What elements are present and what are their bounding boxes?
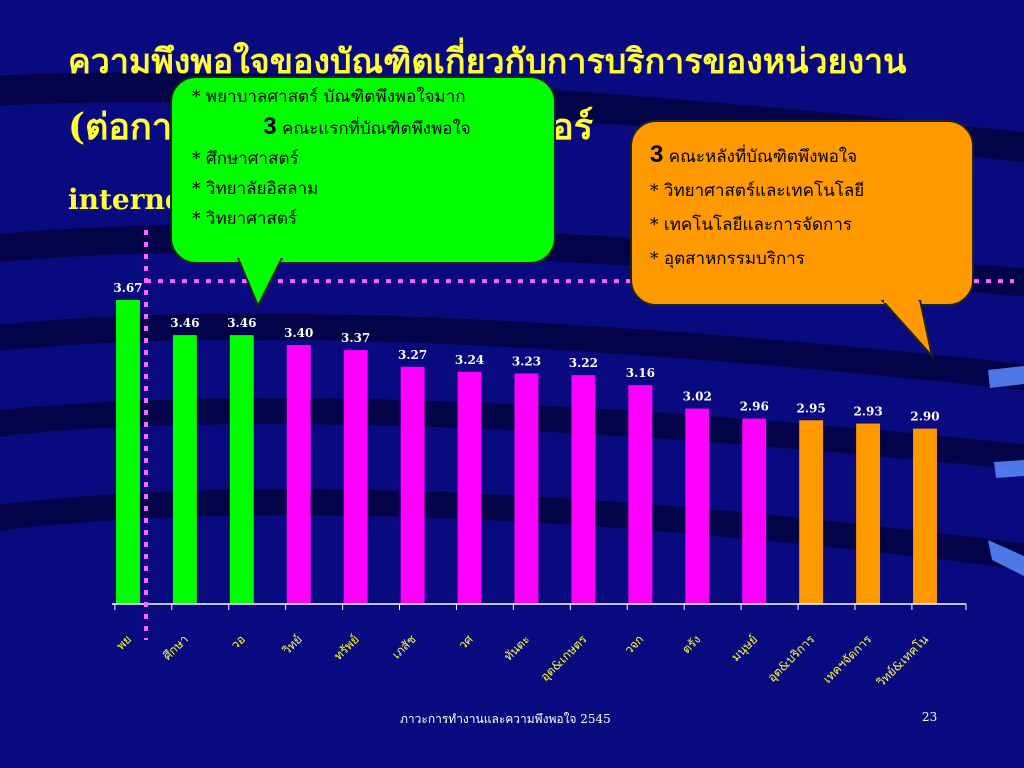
x-tick-label: วศ xyxy=(456,632,476,652)
x-tick-label: เทคฯจัดการ xyxy=(820,632,874,686)
bar xyxy=(400,366,425,604)
x-tick-label: ศึกษา xyxy=(160,632,191,663)
bar xyxy=(172,335,197,604)
bar-value-label: 2.95 xyxy=(797,401,826,415)
callout-bottom-three: 3 คณะหลังที่บัณฑิตพึงพอใจ * วิทยาศาสตร์แ… xyxy=(630,120,974,306)
callout-right-tail xyxy=(880,300,934,360)
slide-title-line-1: ความพึงพอใจของบัณฑิตเกี่ยวกับการบริการขอ… xyxy=(68,42,907,82)
bar-value-label: 3.16 xyxy=(626,366,655,380)
callout-left-item: * วิทยาลัยอิสลาม xyxy=(192,179,319,199)
bar-value-label: 3.27 xyxy=(398,348,427,362)
bar xyxy=(286,345,311,604)
bar xyxy=(571,375,596,604)
x-tick-label: วอ xyxy=(228,632,248,652)
x-tick-label: เภสัช xyxy=(389,632,418,661)
bar xyxy=(913,428,937,604)
x-tick-label: วิทย์ xyxy=(279,632,304,657)
callout-right-line-1-text: คณะหลังที่บัณฑิตพึงพอใจ xyxy=(663,147,858,167)
x-tick-label: วจก xyxy=(622,632,647,657)
bar xyxy=(856,423,881,604)
bar xyxy=(799,420,824,604)
x-tick-label: อุต&เกษตร xyxy=(538,632,591,685)
bar-value-label: 3.46 xyxy=(170,316,199,330)
page-number: 23 xyxy=(922,710,938,724)
callout-right-line-1: 3 คณะหลังที่บัณฑิตพึงพอใจ xyxy=(650,138,962,174)
bar xyxy=(628,385,653,604)
bar-value-label: 3.67 xyxy=(113,281,142,295)
callout-left-number: 3 xyxy=(263,113,277,140)
bar-value-label: 3.02 xyxy=(683,390,712,404)
footer-text: ภาวะการทำงานและความพึงพอใจ 2545 xyxy=(400,712,611,726)
bar-value-label: 3.40 xyxy=(284,326,313,340)
callout-right-item: * อุตสาหกรรมบริการ xyxy=(650,249,805,269)
callout-left-line-2: 3 คณะแรกที่บัณฑิตพึงพอใจ xyxy=(192,112,542,144)
bar xyxy=(457,371,482,604)
x-tick-label: มนุษย์ xyxy=(728,632,761,665)
callout-left-line-1: * พยาบาลศาสตร์ บัณฑิตพึงพอใจมาก xyxy=(192,87,466,107)
x-tick-label: ตรัง xyxy=(679,632,703,656)
bar xyxy=(229,335,254,604)
callout-right-number: 3 xyxy=(650,141,664,168)
bar-value-label: 3.22 xyxy=(569,356,598,370)
callout-left-line-2-text: คณะแรกที่บัณฑิตพึงพอใจ xyxy=(276,119,471,139)
callout-top-three: * พยาบาลศาสตร์ บัณฑิตพึงพอใจมาก 3 คณะแรก… xyxy=(170,76,556,264)
bar-value-label: 3.23 xyxy=(512,355,541,369)
bar-value-label: 3.46 xyxy=(227,316,256,330)
callout-left-item: * วิทยาศาสตร์ xyxy=(192,209,298,229)
callout-right-item: * วิทยาศาสตร์และเทคโนโลยี xyxy=(650,181,865,201)
x-tick-label: อุต&บริการ xyxy=(765,632,819,686)
bar xyxy=(685,408,710,604)
x-tick-label: วิทย์&เทคโน xyxy=(874,632,932,690)
bar xyxy=(343,350,368,604)
callout-left-tail xyxy=(236,258,284,308)
bar xyxy=(742,418,767,604)
x-tick-label: ทรัพย์ xyxy=(331,632,362,663)
bar-value-label: 2.90 xyxy=(910,410,939,424)
bar-value-label: 3.37 xyxy=(341,331,370,345)
x-tick-label: พย xyxy=(114,632,134,652)
bar xyxy=(115,300,140,604)
bar-value-label: 2.93 xyxy=(853,405,882,419)
callout-left-item: * ศึกษาศาสตร์ xyxy=(192,149,299,169)
bar-value-label: 2.96 xyxy=(740,400,769,414)
bar-value-label: 3.24 xyxy=(455,353,484,367)
x-tick-label: ทันตะ xyxy=(501,632,532,663)
callout-right-item: * เทคโนโลยีและการจัดการ xyxy=(650,215,852,235)
bar xyxy=(514,373,539,604)
